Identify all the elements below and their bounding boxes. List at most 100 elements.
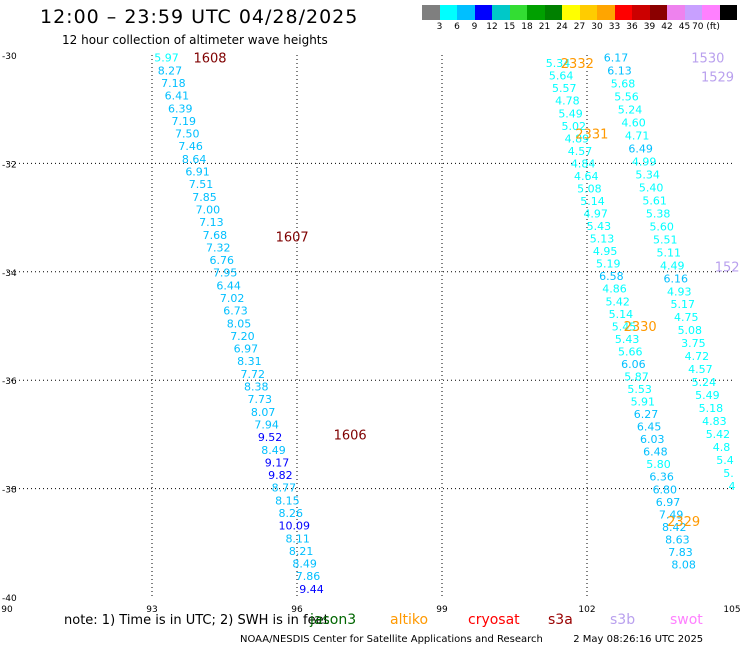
wave-height-value: 4 [729,480,736,493]
wave-height-value: 5.64 [549,70,574,83]
wave-height-value: 8.21 [289,545,314,558]
colorbar-swatch [422,5,440,20]
colorbar-swatch [579,5,597,20]
wave-height-value: 6.27 [634,408,659,421]
wave-height-value: 8.49 [261,444,286,457]
wave-height-value: 7.83 [668,546,693,559]
wave-height-value: 8.31 [237,355,262,368]
footer-note: note: 1) Time is in UTC; 2) SWH is in fe… [64,613,329,628]
wave-height-value: 6.17 [604,52,629,65]
wave-height-value: 8.49 [292,558,317,571]
wave-height-value: 8.64 [182,153,207,166]
note-text: note: 1) Time is in UTC; 2) SWH is in fe… [64,613,329,628]
wave-height-value: 5.80 [646,458,671,471]
colorbar-swatch [509,5,527,20]
wave-height-value: 5.57 [552,82,577,95]
wave-height-value: 9.82 [268,469,293,482]
colorbar-swatch [492,5,510,20]
wave-height-value: 5.14 [609,308,634,321]
wave-height-value: 7.46 [178,140,203,153]
wave-height-value: 4.8 [713,441,731,454]
wave-height-value: 6.16 [664,272,689,285]
credit-text: NOAA/NESDIS Center for Satellite Applica… [240,634,543,645]
wave-height-value: 5.42 [706,428,731,441]
wave-height-value: 6.49 [628,143,653,156]
pass-number-label: 1608 [193,52,226,67]
wave-height-value: 6.44 [216,279,241,292]
wave-height-value: 5. [723,467,734,480]
wave-height-value: 5.19 [596,258,621,271]
colorbar-swatch [649,5,667,20]
colorbar-swatch [439,5,457,20]
wave-height-value: 7.68 [203,229,228,242]
x-tick-label: 105 [723,605,740,615]
wave-height-value: 7.72 [241,368,266,381]
wave-height-value: 8.11 [285,532,310,545]
pass-number-labels: 1608 1607 1606 2332 2331 2330 2329 1530 1529 152 [193,52,739,530]
pass-number-label: 1607 [276,231,309,246]
wave-height-value: 6.06 [621,358,646,371]
wave-height-value: 5.08 [678,324,703,337]
wave-height-value: 5.17 [671,298,696,311]
wave-height-value: 6.39 [168,102,193,115]
axis-tick-labels: 90 93 96 99 102 105 -30 -32 -34 -36 -38 -40 [1,52,740,615]
colorbar-swatch [597,5,615,20]
legend-item-jason3: jason3 [310,612,357,628]
wave-height-value: 5.61 [642,194,667,207]
wave-height-value: 6.58 [599,270,624,283]
wave-height-value: 5.56 [614,91,639,104]
pass-number-label: 152 [715,260,740,275]
wave-height-value: 5.34 [635,168,660,181]
colorbar-label: 27 [573,22,586,32]
wave-height-value: 5.40 [639,181,664,194]
wave-height-value: 7.00 [196,203,221,216]
pass-number-label: 1606 [334,428,367,443]
track-c: 6.176.135.685.565.244.604.716.494.995.34… [604,52,736,493]
legend-item-s3a: s3a [548,612,573,628]
colorbar-label: 42 [661,22,673,32]
wave-height-value: 8.38 [244,381,269,394]
x-tick-label: 96 [291,605,303,615]
wave-height-value: 8.07 [251,406,276,419]
wave-height-value: 5.49 [695,389,720,402]
wave-height-value: 7.86 [296,570,321,583]
wave-height-value: 3.75 [681,337,706,350]
wave-height-value: 5.38 [646,207,671,220]
wave-height-value: 5.60 [649,220,674,233]
wave-height-value: 4.75 [674,311,699,324]
wave-height-value: 7.85 [192,191,217,204]
wave-height-value: 4.84 [571,157,596,170]
x-tick-label: 90 [1,605,13,615]
wave-height-value: 6.97 [234,343,259,356]
legend-item-altiko: altiko [390,612,429,628]
wave-height-value: 7.13 [199,216,224,229]
map-subtitle: 12 hour collection of altimeter wave hei… [62,33,328,47]
wave-height-value: 4.78 [555,95,580,108]
wave-height-value: 6.97 [656,496,681,509]
wave-height-value: 5.45 [612,320,637,333]
colorbar-swatch [544,5,562,20]
wave-height-value: 5.02 [561,120,586,133]
pass-number-label: 1530 [691,52,724,67]
wave-height-value: 4.57 [568,145,593,158]
wave-height-value: 5.11 [656,246,681,259]
colorbar-swatch [457,5,475,20]
colorbar-label: 24 [556,22,568,32]
wave-height-value: 6.03 [640,433,665,446]
colorbar-swatch [684,5,702,20]
wave-height-value: 6.73 [223,305,248,318]
colorbar-swatch [562,5,580,20]
wave-height-value: 7.51 [189,178,214,191]
colorbar-swatch [527,5,545,20]
colorbar-label: 9 [471,22,478,32]
wave-height-value: 5.51 [653,233,678,246]
wave-height-value: 4.60 [621,117,646,130]
colorbar-swatch [632,5,650,20]
wave-height-value: 5.91 [631,396,656,409]
wave-height-value: 5.53 [627,383,652,396]
wave-height-value: 8.27 [158,64,183,77]
pass-number-label: 2330 [624,320,657,335]
map-title: 12:00 – 23:59 UTC 04/28/2025 [40,6,359,28]
wave-height-value: 7.50 [175,128,200,141]
